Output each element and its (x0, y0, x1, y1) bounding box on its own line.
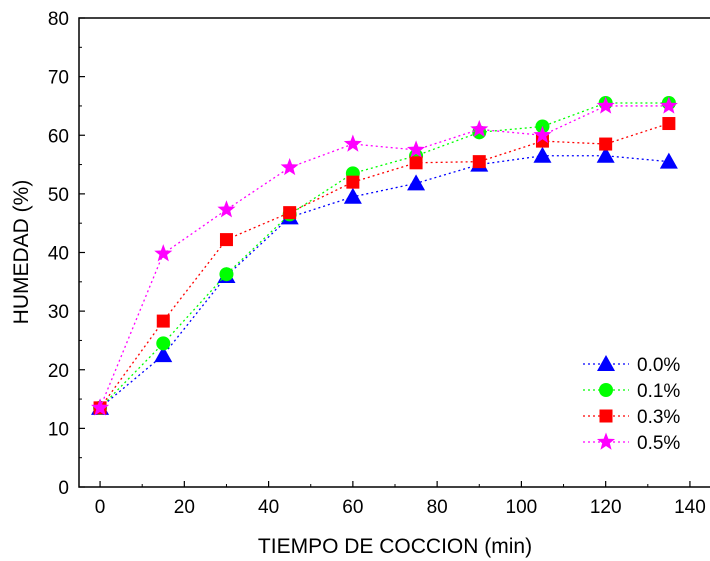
data-point (596, 146, 615, 163)
data-point (533, 146, 552, 163)
data-point (156, 336, 171, 351)
y-tick-label: 10 (48, 419, 69, 440)
x-tick-label: 140 (674, 497, 706, 518)
data-point (280, 157, 299, 176)
data-point (219, 233, 233, 247)
series-0 (91, 146, 678, 415)
legend-label: 0.3% (637, 407, 680, 428)
legend-label: 0.5% (637, 433, 680, 454)
x-tick-label: 100 (506, 497, 538, 518)
legend-marker (599, 383, 613, 397)
data-point (283, 206, 297, 220)
y-tick-label: 30 (48, 302, 69, 323)
series-line (99, 122, 670, 409)
legend-item: 0.0% (583, 355, 680, 376)
x-tick-label: 60 (342, 497, 363, 518)
axis-ticks: 0 20 40 60 80 100 120 140 0 10 20 30 40 50 60 70 80 (48, 9, 706, 518)
data-point (407, 174, 426, 191)
legend-item: 0.3% (583, 407, 680, 428)
data-point (154, 244, 173, 262)
x-tick-label: 0 (95, 497, 106, 518)
series-line (99, 155, 669, 409)
y-tick-label: 50 (48, 185, 69, 206)
data-point (409, 156, 423, 170)
x-tick-label: 20 (174, 497, 195, 518)
legend-label: 0.1% (637, 381, 680, 402)
plot-frame (78, 17, 710, 488)
data-point (659, 152, 678, 169)
y-tick-label: 80 (48, 9, 69, 30)
legend-item: 0.1% (583, 381, 680, 402)
series-layer (91, 96, 678, 416)
y-tick-label: 60 (48, 126, 69, 147)
y-tick-label: 0 (58, 478, 69, 499)
legend-marker (597, 355, 615, 371)
data-point (407, 140, 426, 158)
series-2 (93, 117, 676, 415)
legend-marker (599, 409, 613, 423)
data-point (470, 119, 489, 138)
series-line (99, 102, 669, 409)
data-point (91, 398, 110, 416)
data-point (662, 117, 676, 131)
legend-marker (596, 432, 616, 450)
legend-label: 0.0% (637, 355, 680, 376)
data-point (659, 96, 678, 114)
series-3 (91, 96, 678, 416)
data-point (154, 346, 173, 363)
legend: 0.0% 0.1% 0.3% 0.5% (583, 355, 680, 454)
series-line (99, 105, 669, 409)
x-tick-label: 80 (427, 497, 448, 518)
x-tick-label: 40 (258, 497, 279, 518)
y-axis-title: HUMEDAD (%) (10, 180, 33, 325)
y-tick-label: 40 (48, 244, 69, 265)
data-point (219, 267, 234, 282)
y-tick-label: 20 (48, 361, 69, 382)
data-point (343, 134, 362, 152)
data-point (217, 200, 236, 218)
legend-item: 0.5% (583, 432, 680, 454)
data-point (472, 155, 486, 169)
data-point (599, 137, 613, 151)
data-point (346, 175, 360, 189)
x-tick-label: 120 (590, 497, 622, 518)
data-point (156, 314, 170, 328)
x-axis-title: TIEMPO DE COCCION (min) (258, 535, 532, 558)
y-tick-label: 70 (48, 68, 69, 89)
data-point (533, 125, 552, 143)
data-point (596, 96, 615, 114)
data-point (343, 187, 362, 204)
